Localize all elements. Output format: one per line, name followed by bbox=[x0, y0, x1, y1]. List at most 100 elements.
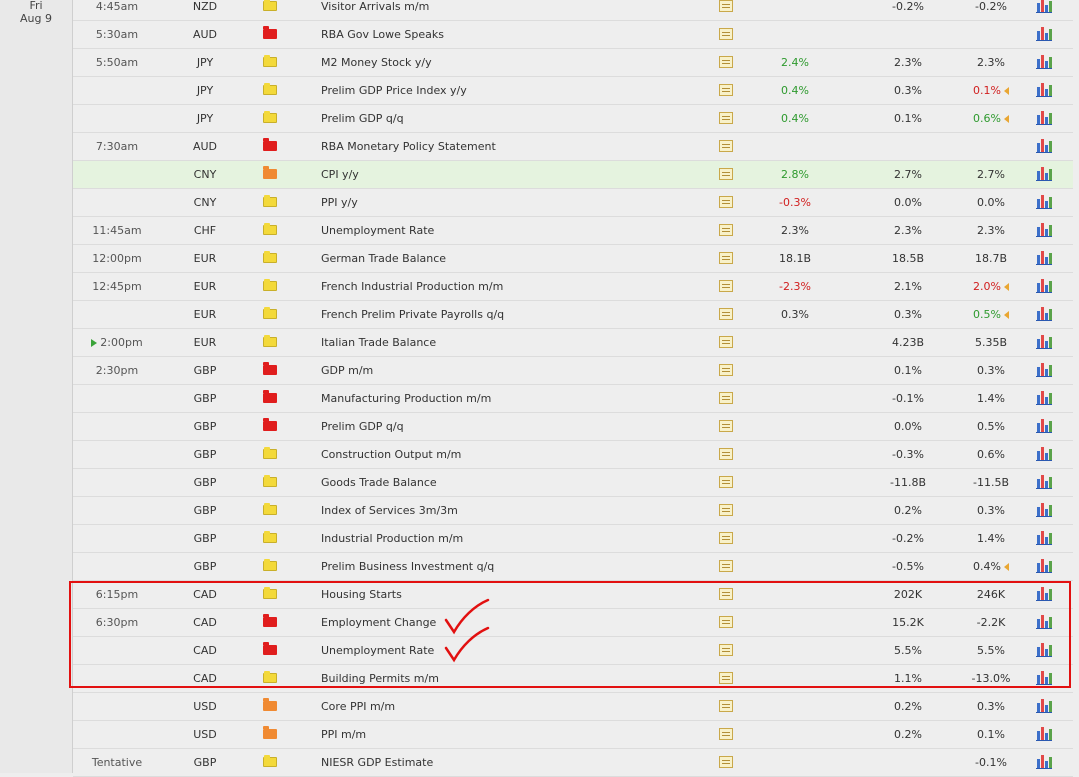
table-row[interactable]: 5:50am JPY M2 Money Stock y/y 2.4% 2.3% 2.3% bbox=[73, 49, 1073, 77]
table-row[interactable]: GBP Manufacturing Production m/m -0.1% 1.4% bbox=[73, 385, 1073, 413]
detail-icon[interactable] bbox=[719, 532, 733, 544]
event-name[interactable]: Prelim GDP Price Index y/y bbox=[321, 84, 467, 97]
event-name[interactable]: RBA Gov Lowe Speaks bbox=[321, 28, 444, 41]
bar-chart-icon[interactable] bbox=[1036, 167, 1052, 181]
bar-chart-icon[interactable] bbox=[1036, 475, 1052, 489]
detail-cell[interactable] bbox=[719, 385, 735, 412]
graph-cell[interactable] bbox=[1036, 525, 1052, 552]
detail-icon[interactable] bbox=[719, 224, 733, 236]
graph-cell[interactable] bbox=[1036, 413, 1052, 440]
table-row[interactable]: JPY Prelim GDP Price Index y/y 0.4% 0.3% 0.1… bbox=[73, 77, 1073, 105]
detail-icon[interactable] bbox=[719, 476, 733, 488]
detail-icon[interactable] bbox=[719, 644, 733, 656]
event-name[interactable]: RBA Monetary Policy Statement bbox=[321, 140, 496, 153]
detail-icon[interactable] bbox=[719, 588, 733, 600]
detail-icon[interactable] bbox=[719, 112, 733, 124]
table-row[interactable]: EUR French Prelim Private Payrolls q/q 0.3… bbox=[73, 301, 1073, 329]
graph-cell[interactable] bbox=[1036, 217, 1052, 244]
table-row[interactable]: 2:30pm GBP GDP m/m 0.1% 0.3% bbox=[73, 357, 1073, 385]
graph-cell[interactable] bbox=[1036, 609, 1052, 636]
detail-icon[interactable] bbox=[719, 308, 733, 320]
bar-chart-icon[interactable] bbox=[1036, 279, 1052, 293]
bar-chart-icon[interactable] bbox=[1036, 671, 1052, 685]
graph-cell[interactable] bbox=[1036, 553, 1052, 580]
bar-chart-icon[interactable] bbox=[1036, 587, 1052, 601]
bar-chart-icon[interactable] bbox=[1036, 559, 1052, 573]
detail-cell[interactable] bbox=[719, 357, 735, 384]
table-row[interactable]: CNY CPI y/y 2.8% 2.7% 2.7% bbox=[73, 161, 1073, 189]
graph-cell[interactable] bbox=[1036, 161, 1052, 188]
bar-chart-icon[interactable] bbox=[1036, 531, 1052, 545]
bar-chart-icon[interactable] bbox=[1036, 83, 1052, 97]
table-row[interactable]: CAD Unemployment Rate 5.5% 5.5% bbox=[73, 637, 1073, 665]
event-name[interactable]: Prelim Business Investment q/q bbox=[321, 560, 495, 573]
detail-icon[interactable] bbox=[719, 504, 733, 516]
detail-cell[interactable] bbox=[719, 693, 735, 720]
event-name[interactable]: Industrial Production m/m bbox=[321, 532, 464, 545]
detail-cell[interactable] bbox=[719, 609, 735, 636]
table-row[interactable]: CNY PPI y/y -0.3% 0.0% 0.0% bbox=[73, 189, 1073, 217]
detail-cell[interactable] bbox=[719, 721, 735, 748]
table-row[interactable]: GBP Index of Services 3m/3m 0.2% 0.3% bbox=[73, 497, 1073, 525]
event-name[interactable]: Construction Output m/m bbox=[321, 448, 462, 461]
bar-chart-icon[interactable] bbox=[1036, 363, 1052, 377]
bar-chart-icon[interactable] bbox=[1036, 643, 1052, 657]
event-name[interactable]: M2 Money Stock y/y bbox=[321, 56, 432, 69]
bar-chart-icon[interactable] bbox=[1036, 755, 1052, 769]
table-row[interactable]: 12:45pm EUR French Industrial Production m… bbox=[73, 273, 1073, 301]
event-name[interactable]: French Industrial Production m/m bbox=[321, 280, 504, 293]
event-name[interactable]: Unemployment Rate bbox=[321, 644, 435, 657]
detail-cell[interactable] bbox=[719, 273, 735, 300]
detail-cell[interactable] bbox=[719, 77, 735, 104]
detail-icon[interactable] bbox=[719, 616, 733, 628]
detail-cell[interactable] bbox=[719, 329, 735, 356]
table-row[interactable]: GBP Prelim Business Investment q/q -0.5% 0.… bbox=[73, 553, 1073, 581]
detail-cell[interactable] bbox=[719, 525, 735, 552]
detail-icon[interactable] bbox=[719, 196, 733, 208]
event-name[interactable]: CPI y/y bbox=[321, 168, 359, 181]
detail-icon[interactable] bbox=[719, 84, 733, 96]
graph-cell[interactable] bbox=[1036, 721, 1052, 748]
detail-cell[interactable] bbox=[719, 581, 735, 608]
table-row[interactable]: 6:15pm CAD Housing Starts 202K 246K bbox=[73, 581, 1073, 609]
event-name[interactable]: Unemployment Rate bbox=[321, 224, 435, 237]
detail-icon[interactable] bbox=[719, 756, 733, 768]
event-name[interactable]: Manufacturing Production m/m bbox=[321, 392, 492, 405]
detail-cell[interactable] bbox=[719, 49, 735, 76]
bar-chart-icon[interactable] bbox=[1036, 503, 1052, 517]
detail-cell[interactable] bbox=[719, 413, 735, 440]
event-name[interactable]: PPI y/y bbox=[321, 196, 358, 209]
event-name[interactable]: French Prelim Private Payrolls q/q bbox=[321, 308, 505, 321]
table-row[interactable]: 4:45am NZD Visitor Arrivals m/m -0.2% -0.2% bbox=[73, 0, 1073, 21]
event-name[interactable]: Visitor Arrivals m/m bbox=[321, 0, 430, 13]
graph-cell[interactable] bbox=[1036, 105, 1052, 132]
detail-cell[interactable] bbox=[719, 665, 735, 692]
event-name[interactable]: Prelim GDP q/q bbox=[321, 112, 404, 125]
graph-cell[interactable] bbox=[1036, 189, 1052, 216]
event-name[interactable]: Italian Trade Balance bbox=[321, 336, 437, 349]
detail-icon[interactable] bbox=[719, 700, 733, 712]
graph-cell[interactable] bbox=[1036, 497, 1052, 524]
table-row[interactable]: GBP Goods Trade Balance -11.8B -11.5B bbox=[73, 469, 1073, 497]
graph-cell[interactable] bbox=[1036, 749, 1052, 776]
detail-icon[interactable] bbox=[719, 280, 733, 292]
event-name[interactable]: GDP m/m bbox=[321, 364, 374, 377]
bar-chart-icon[interactable] bbox=[1036, 391, 1052, 405]
detail-icon[interactable] bbox=[719, 420, 733, 432]
graph-cell[interactable] bbox=[1036, 665, 1052, 692]
bar-chart-icon[interactable] bbox=[1036, 55, 1052, 69]
detail-icon[interactable] bbox=[719, 392, 733, 404]
event-name[interactable]: German Trade Balance bbox=[321, 252, 447, 265]
event-name[interactable]: Building Permits m/m bbox=[321, 672, 439, 685]
detail-cell[interactable] bbox=[719, 0, 735, 20]
bar-chart-icon[interactable] bbox=[1036, 307, 1052, 321]
detail-icon[interactable] bbox=[719, 560, 733, 572]
bar-chart-icon[interactable] bbox=[1036, 111, 1052, 125]
bar-chart-icon[interactable] bbox=[1036, 335, 1052, 349]
table-row[interactable]: GBP Industrial Production m/m -0.2% 1.4% bbox=[73, 525, 1073, 553]
bar-chart-icon[interactable] bbox=[1036, 615, 1052, 629]
bar-chart-icon[interactable] bbox=[1036, 699, 1052, 713]
graph-cell[interactable] bbox=[1036, 357, 1052, 384]
bar-chart-icon[interactable] bbox=[1036, 139, 1052, 153]
bar-chart-icon[interactable] bbox=[1036, 251, 1052, 265]
